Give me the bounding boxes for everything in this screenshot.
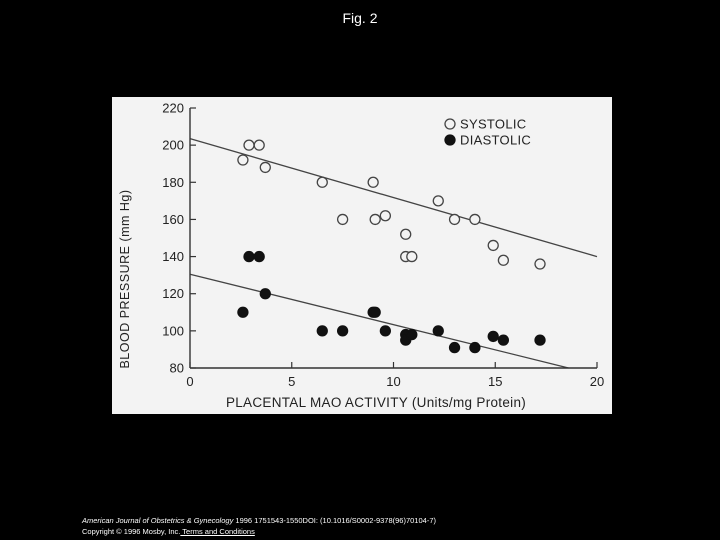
point-systolic — [369, 213, 381, 226]
legend-marker-diastolic — [444, 134, 456, 146]
point-diastolic — [487, 330, 499, 343]
y-tick-label: 140 — [162, 249, 184, 264]
point-systolic — [487, 239, 499, 252]
point-diastolic — [497, 334, 510, 346]
point-systolic — [316, 176, 328, 188]
point-systolic — [243, 139, 255, 151]
point-systolic — [253, 139, 265, 151]
point-diastolic — [432, 325, 444, 337]
x-tick-label: 5 — [288, 374, 295, 389]
point-diastolic — [316, 325, 328, 337]
x-tick-label: 10 — [386, 374, 400, 389]
citation-line-2: Copyright © 1996 Mosby, Inc. Terms and C… — [82, 526, 436, 537]
citation-line-1: American Journal of Obstetrics & Gynecol… — [82, 515, 436, 526]
regression-line-systolic — [189, 138, 598, 258]
terms-and-conditions-link[interactable]: Terms and Conditions — [180, 527, 255, 536]
y-tick-label: 180 — [162, 175, 184, 190]
point-systolic — [469, 213, 481, 226]
point-diastolic — [253, 250, 265, 263]
point-diastolic — [534, 334, 546, 346]
y-tick-label: 200 — [162, 138, 184, 153]
point-systolic — [237, 154, 249, 166]
point-systolic — [336, 213, 349, 226]
point-systolic — [448, 213, 461, 226]
x-axis-label: PLACENTAL MAO ACTIVITY (Units/mg Protein… — [226, 395, 526, 410]
citation: American Journal of Obstetrics & Gynecol… — [82, 515, 436, 537]
legend-marker-systolic — [444, 118, 456, 130]
y-tick-label: 80 — [170, 361, 184, 376]
point-systolic — [432, 195, 444, 207]
citation-ref: 1996 1751543-1550DOI: (10.1016/S0002-937… — [233, 516, 436, 525]
slide-title: Fig. 2 — [342, 10, 378, 26]
scatter-chart: 80 100 120 140 160 180 200 220 0 5 10 15 20 SYSTOLIC… — [118, 101, 604, 411]
y-axis-label: BLOOD PRESSURE (mm Hg) — [118, 189, 132, 368]
citation-journal: American Journal of Obstetrics & Gynecol… — [82, 516, 234, 525]
point-diastolic — [336, 325, 349, 337]
point-diastolic — [237, 306, 249, 318]
point-systolic — [367, 176, 379, 188]
x-tick-label: 20 — [590, 374, 604, 389]
y-tick-label: 220 — [162, 101, 184, 116]
point-diastolic — [448, 341, 461, 354]
legend-label-diastolic: DIASTOLIC — [460, 133, 531, 148]
citation-copyright: Copyright © 1996 Mosby, Inc. — [82, 527, 181, 536]
point-systolic — [497, 254, 510, 266]
point-diastolic — [369, 306, 381, 318]
point-diastolic — [259, 288, 271, 300]
point-systolic — [406, 250, 418, 263]
point-diastolic — [406, 328, 418, 341]
point-systolic — [400, 228, 412, 240]
y-tick-label: 160 — [162, 212, 184, 227]
figure-panel: 80 100 120 140 160 180 200 220 0 5 10 15 20 SYSTOLIC… — [112, 97, 612, 414]
point-systolic — [379, 210, 392, 222]
point-systolic — [534, 258, 546, 270]
point-diastolic — [469, 341, 481, 354]
point-diastolic — [379, 325, 392, 337]
x-tick-label: 0 — [186, 374, 193, 389]
x-tick-label: 15 — [488, 374, 502, 389]
point-diastolic — [243, 250, 255, 263]
point-systolic — [259, 161, 271, 174]
y-tick-label: 120 — [162, 286, 184, 301]
regression-line-diastolic — [189, 273, 569, 369]
legend-label-systolic: SYSTOLIC — [460, 117, 526, 132]
y-tick-label: 100 — [162, 323, 184, 338]
